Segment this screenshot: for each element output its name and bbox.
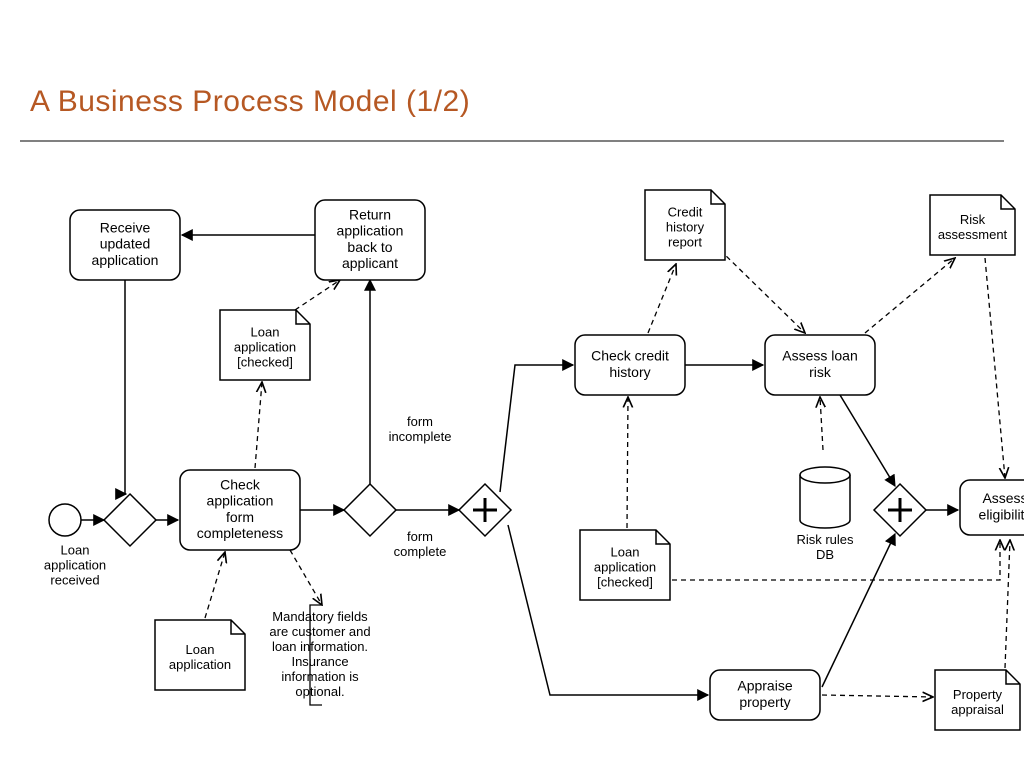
svg-text:completeness: completeness xyxy=(197,525,283,541)
svg-text:Mandatory fields: Mandatory fields xyxy=(272,609,368,624)
node-receive: Receiveupdatedapplication xyxy=(70,210,180,280)
node-return: Returnapplicationback toapplicant xyxy=(315,200,425,280)
svg-text:assessment: assessment xyxy=(938,227,1008,242)
svg-text:application: application xyxy=(594,559,656,574)
edge-gwPlus1-checkCredit xyxy=(500,365,573,492)
svg-text:Property: Property xyxy=(953,687,1003,702)
svg-text:Loan: Loan xyxy=(251,324,280,339)
svg-text:application: application xyxy=(169,657,231,672)
node-formInc: formincomplete xyxy=(389,414,452,444)
node-gwPlus2 xyxy=(874,484,926,536)
edge-check-note xyxy=(290,550,322,605)
svg-text:optional.: optional. xyxy=(295,684,344,699)
svg-text:form: form xyxy=(226,509,254,525)
node-creditReport: Credithistoryreport xyxy=(645,190,725,260)
svg-text:incomplete: incomplete xyxy=(389,429,452,444)
edge-appraise-propAppraisal xyxy=(822,695,933,697)
node-gwPlus1 xyxy=(459,484,511,536)
node-riskDB: Risk rulesDB xyxy=(796,467,854,562)
svg-text:eligibility: eligibility xyxy=(979,506,1024,522)
svg-text:loan information.: loan information. xyxy=(272,639,368,654)
svg-text:updated: updated xyxy=(100,236,151,252)
edge-loanAppChecked2-checkCredit xyxy=(627,397,628,528)
svg-text:application: application xyxy=(44,557,106,572)
node-assessRisk: Assess loanrisk xyxy=(765,335,875,395)
svg-text:application: application xyxy=(207,493,274,509)
edge-propAppraisal-assessElig xyxy=(1005,540,1010,668)
node-loanAppChecked1: Loanapplication[checked] xyxy=(220,310,310,380)
edge-assessRisk-riskAssess xyxy=(865,258,955,333)
svg-text:Credit: Credit xyxy=(668,204,703,219)
node-riskAssess: Riskassessment xyxy=(930,195,1015,255)
svg-text:Loan: Loan xyxy=(611,544,640,559)
svg-text:applicant: applicant xyxy=(342,255,398,271)
node-start: Loanapplicationreceived xyxy=(44,504,106,587)
edge-check-loanAppChecked1 xyxy=(255,382,262,468)
svg-text:Appraise: Appraise xyxy=(737,678,792,694)
svg-text:report: report xyxy=(668,234,702,249)
svg-text:[checked]: [checked] xyxy=(237,354,293,369)
node-appraise: Appraiseproperty xyxy=(710,670,820,720)
node-assessElig: Assesseligibility xyxy=(960,480,1024,535)
node-loanApp: Loanapplication xyxy=(155,620,245,690)
svg-text:Insurance: Insurance xyxy=(291,654,348,669)
svg-text:history: history xyxy=(609,364,650,380)
svg-text:are customer and: are customer and xyxy=(269,624,370,639)
svg-text:risk: risk xyxy=(809,364,832,380)
svg-text:received: received xyxy=(50,572,99,587)
node-checkCredit: Check credithistory xyxy=(575,335,685,395)
svg-text:back to: back to xyxy=(347,239,392,255)
svg-text:complete: complete xyxy=(394,544,447,559)
node-formComp: formcomplete xyxy=(394,529,447,559)
edge-riskAssess-assessElig xyxy=(985,258,1005,478)
svg-text:form: form xyxy=(407,529,433,544)
svg-text:Assess loan: Assess loan xyxy=(782,348,857,364)
svg-text:Risk rules: Risk rules xyxy=(796,532,854,547)
svg-text:Receive: Receive xyxy=(100,220,151,236)
svg-text:appraisal: appraisal xyxy=(951,702,1004,717)
node-gw1 xyxy=(104,494,156,546)
node-gw2 xyxy=(344,484,396,536)
node-loanAppChecked2: Loanapplication[checked] xyxy=(580,530,670,600)
svg-text:Return: Return xyxy=(349,207,391,223)
svg-text:information is: information is xyxy=(281,669,359,684)
edge-receive-gw1 xyxy=(125,280,126,494)
svg-text:application: application xyxy=(92,252,159,268)
svg-text:property: property xyxy=(739,694,790,710)
svg-text:history: history xyxy=(666,219,705,234)
svg-text:DB: DB xyxy=(816,547,834,562)
svg-text:Check: Check xyxy=(220,477,261,493)
svg-text:Loan: Loan xyxy=(186,642,215,657)
bpmn-diagram: LoanapplicationreceivedReceiveupdatedapp… xyxy=(0,0,1024,768)
svg-text:form: form xyxy=(407,414,433,429)
edge-loanApp-check xyxy=(205,552,225,618)
node-note: Mandatory fieldsare customer andloan inf… xyxy=(269,605,370,705)
edge-loanAppChecked1-return xyxy=(295,280,340,310)
edge-riskDB-assessRisk xyxy=(820,397,823,450)
node-propAppraisal: Propertyappraisal xyxy=(935,670,1020,730)
edge-checkCredit-creditReport xyxy=(648,264,676,333)
svg-text:Risk: Risk xyxy=(960,212,986,227)
node-check: Checkapplicationformcompleteness xyxy=(180,470,300,550)
edge-creditReport-assessRisk xyxy=(720,250,805,333)
svg-text:Assess: Assess xyxy=(982,490,1024,506)
svg-text:Check credit: Check credit xyxy=(591,348,669,364)
svg-text:application: application xyxy=(234,339,296,354)
svg-text:application: application xyxy=(337,223,404,239)
svg-text:[checked]: [checked] xyxy=(597,574,653,589)
svg-text:Loan: Loan xyxy=(61,542,90,557)
